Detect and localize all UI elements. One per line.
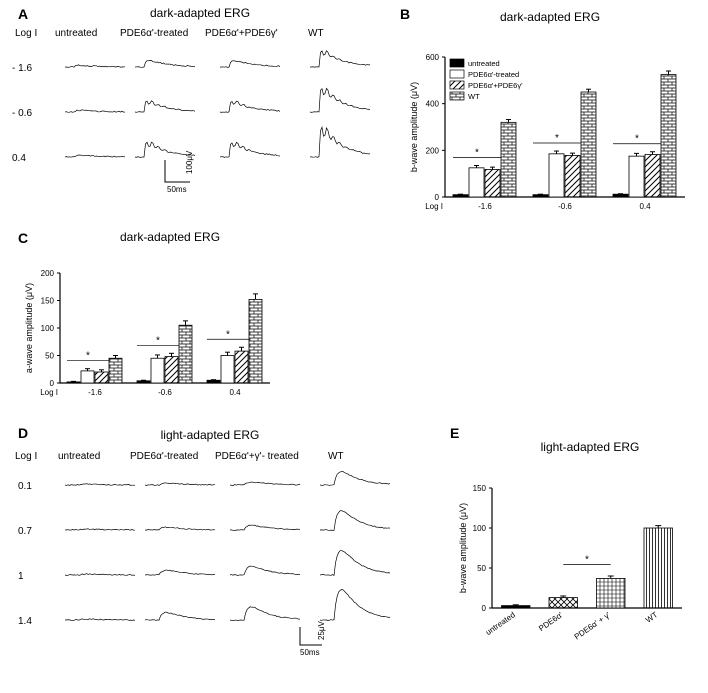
svg-text:*: * (635, 134, 639, 145)
svg-text:400: 400 (426, 100, 440, 109)
svg-text:- 0.6: - 0.6 (12, 108, 32, 119)
panel-d-traces: Log I untreated PDE6α'-treated PDE6α'+γ'… (10, 445, 410, 685)
panel-e-title: light-adapted ERG (510, 440, 670, 454)
svg-text:*: * (156, 335, 160, 346)
svg-text:50ms: 50ms (300, 648, 320, 657)
panel-d-col-1: PDE6α'-treated (130, 451, 198, 462)
svg-text:-1.6: -1.6 (88, 388, 102, 397)
svg-text:*: * (585, 554, 589, 565)
svg-text:WT: WT (644, 610, 659, 625)
svg-text:- 1.6: - 1.6 (12, 63, 32, 74)
panel-a-col-2: PDE6α'+PDE6γ' (205, 28, 278, 39)
svg-text:600: 600 (426, 53, 440, 62)
panel-c-label: C (18, 230, 28, 246)
svg-text:25μV: 25μV (317, 620, 326, 640)
panel-d-logI: Log I (15, 451, 37, 462)
svg-text:*: * (475, 148, 479, 159)
svg-text:Log I: Log I (425, 202, 443, 211)
svg-text:0.4: 0.4 (229, 388, 241, 397)
svg-text:untreated: untreated (484, 610, 517, 637)
panel-a-label: A (18, 6, 28, 22)
svg-text:0.7: 0.7 (18, 526, 32, 537)
svg-text:b-wave amplitude (μV): b-wave amplitude (μV) (409, 82, 419, 172)
svg-text:a-wave amplitude (μV): a-wave amplitude (μV) (24, 283, 34, 373)
svg-text:50ms: 50ms (167, 185, 187, 194)
panel-d-col-2: PDE6α'+γ'- treated (215, 451, 299, 462)
svg-text:-1.6: -1.6 (478, 202, 492, 211)
svg-text:200: 200 (41, 269, 55, 278)
svg-text:50: 50 (477, 564, 486, 573)
svg-text:*: * (86, 351, 90, 362)
panel-d-label: D (18, 425, 28, 441)
svg-text:*: * (555, 133, 559, 144)
svg-text:Log I: Log I (40, 388, 58, 397)
svg-text:50: 50 (45, 352, 54, 361)
svg-text:0: 0 (435, 193, 440, 202)
svg-text:untreated: untreated (468, 59, 500, 68)
svg-text:100μV: 100μV (185, 150, 194, 174)
panel-d-col-3: WT (328, 451, 344, 462)
panel-a-title: dark-adapted ERG (110, 6, 290, 20)
panel-a-col-0: untreated (55, 28, 97, 39)
panel-a-col-1: PDE6α'-treated (120, 28, 188, 39)
svg-text:0: 0 (482, 604, 487, 613)
svg-text:PDE6α'-treated: PDE6α'-treated (468, 70, 519, 79)
svg-text:150: 150 (41, 297, 55, 306)
panel-b-chart: 0 200 400 600 b-wave amplitude (μV) -1.6 * -0.6… (400, 22, 700, 222)
svg-text:100: 100 (41, 324, 55, 333)
svg-text:200: 200 (426, 146, 440, 155)
panel-b-label: B (400, 6, 410, 22)
panel-e-chart: 0 50 100 150 b-wave amplitude (μV) untreated P… (450, 458, 700, 668)
panel-d-col-0: untreated (58, 451, 100, 462)
svg-text:WT: WT (468, 92, 480, 101)
panel-a-traces: Log I untreated PDE6α'-treated PDE6α'+PD… (10, 22, 380, 202)
svg-text:-0.6: -0.6 (158, 388, 172, 397)
svg-text:0.1: 0.1 (18, 481, 32, 492)
svg-text:100: 100 (473, 524, 487, 533)
svg-text:0: 0 (50, 379, 55, 388)
panel-c-chart: 0 50 100 150 200 a-wave amplitude (μV) -1.6 * -0… (18, 248, 298, 408)
svg-text:*: * (226, 329, 230, 340)
svg-text:b-wave amplitude (μV): b-wave amplitude (μV) (458, 503, 468, 593)
svg-text:PDE6α': PDE6α' (537, 610, 565, 633)
svg-text:0.4: 0.4 (639, 202, 651, 211)
panel-e-label: E (450, 425, 459, 441)
svg-text:0.4: 0.4 (12, 153, 26, 164)
panel-a-logI: Log I (15, 28, 37, 39)
svg-text:1: 1 (18, 571, 24, 582)
svg-text:1.4: 1.4 (18, 616, 32, 627)
svg-text:-0.6: -0.6 (558, 202, 572, 211)
svg-text:150: 150 (473, 484, 487, 493)
svg-text:PDE6α' + γ': PDE6α' + γ' (573, 610, 613, 642)
svg-text:PDE6α'+PDE6γ': PDE6α'+PDE6γ' (468, 81, 523, 90)
panel-d-title: light-adapted ERG (130, 428, 290, 442)
panel-c-title: dark-adapted ERG (90, 230, 250, 244)
panel-a-col-3: WT (308, 28, 324, 39)
